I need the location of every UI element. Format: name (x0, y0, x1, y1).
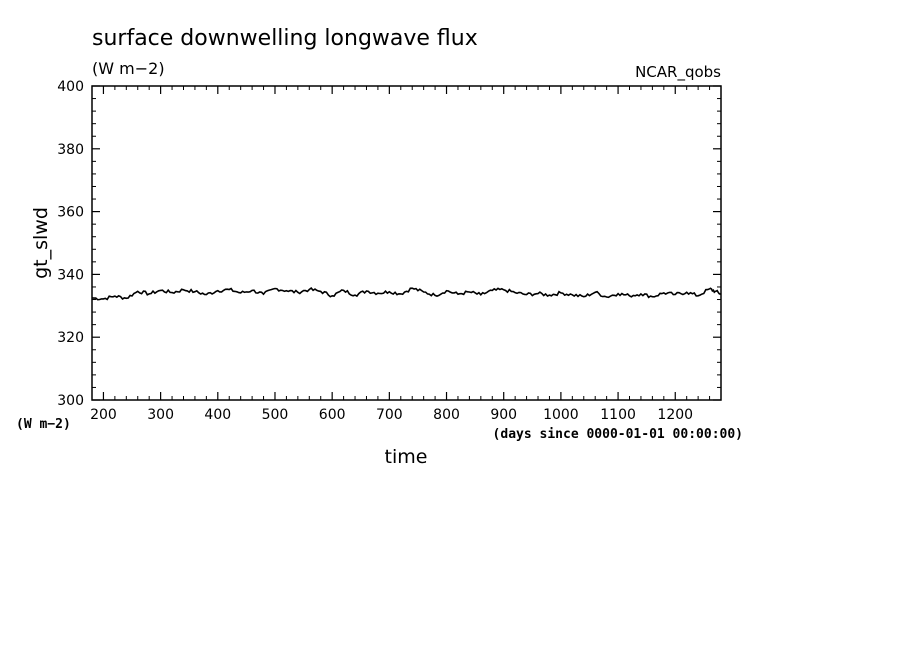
y-axis: 300 320 340 360 380 400 (57, 79, 721, 409)
x-axis: 200 300 400 500 600 700 800 900 1000 1100 1200 (90, 86, 722, 423)
x-tick-label: 600 (319, 407, 346, 423)
y-tick-label: 340 (57, 267, 84, 283)
x-tick-label: 1100 (600, 407, 636, 423)
series-line (91, 287, 722, 301)
chart-title: surface downwelling longwave flux (92, 26, 478, 51)
y-tick-label: 320 (57, 330, 84, 346)
x-tick-label: 700 (376, 407, 403, 423)
y-tick-label: 400 (57, 79, 84, 95)
x-tick-label: 400 (204, 407, 231, 423)
x-tick-label: 800 (433, 407, 460, 423)
y-tick-label: 300 (57, 393, 84, 409)
y-axis-title: gt_slwd (30, 207, 52, 279)
y-tick-label: 360 (57, 205, 84, 221)
x-tick-label: 1000 (543, 407, 579, 423)
y-axis-units: (W m−2) (16, 417, 71, 432)
y-tick-label: 380 (57, 142, 84, 158)
x-axis-units: (days since 0000-01-01 00:00:00) (493, 427, 743, 442)
x-tick-label: 300 (147, 407, 174, 423)
x-tick-label: 200 (90, 407, 117, 423)
x-axis-title: time (385, 446, 428, 468)
plot-frame (91, 85, 722, 401)
source-label: NCAR_qobs (635, 63, 721, 82)
x-tick-label: 1200 (657, 407, 693, 423)
chart-subtitle: (W m−2) (92, 59, 165, 78)
x-tick-label: 500 (262, 407, 289, 423)
x-tick-label: 900 (490, 407, 517, 423)
